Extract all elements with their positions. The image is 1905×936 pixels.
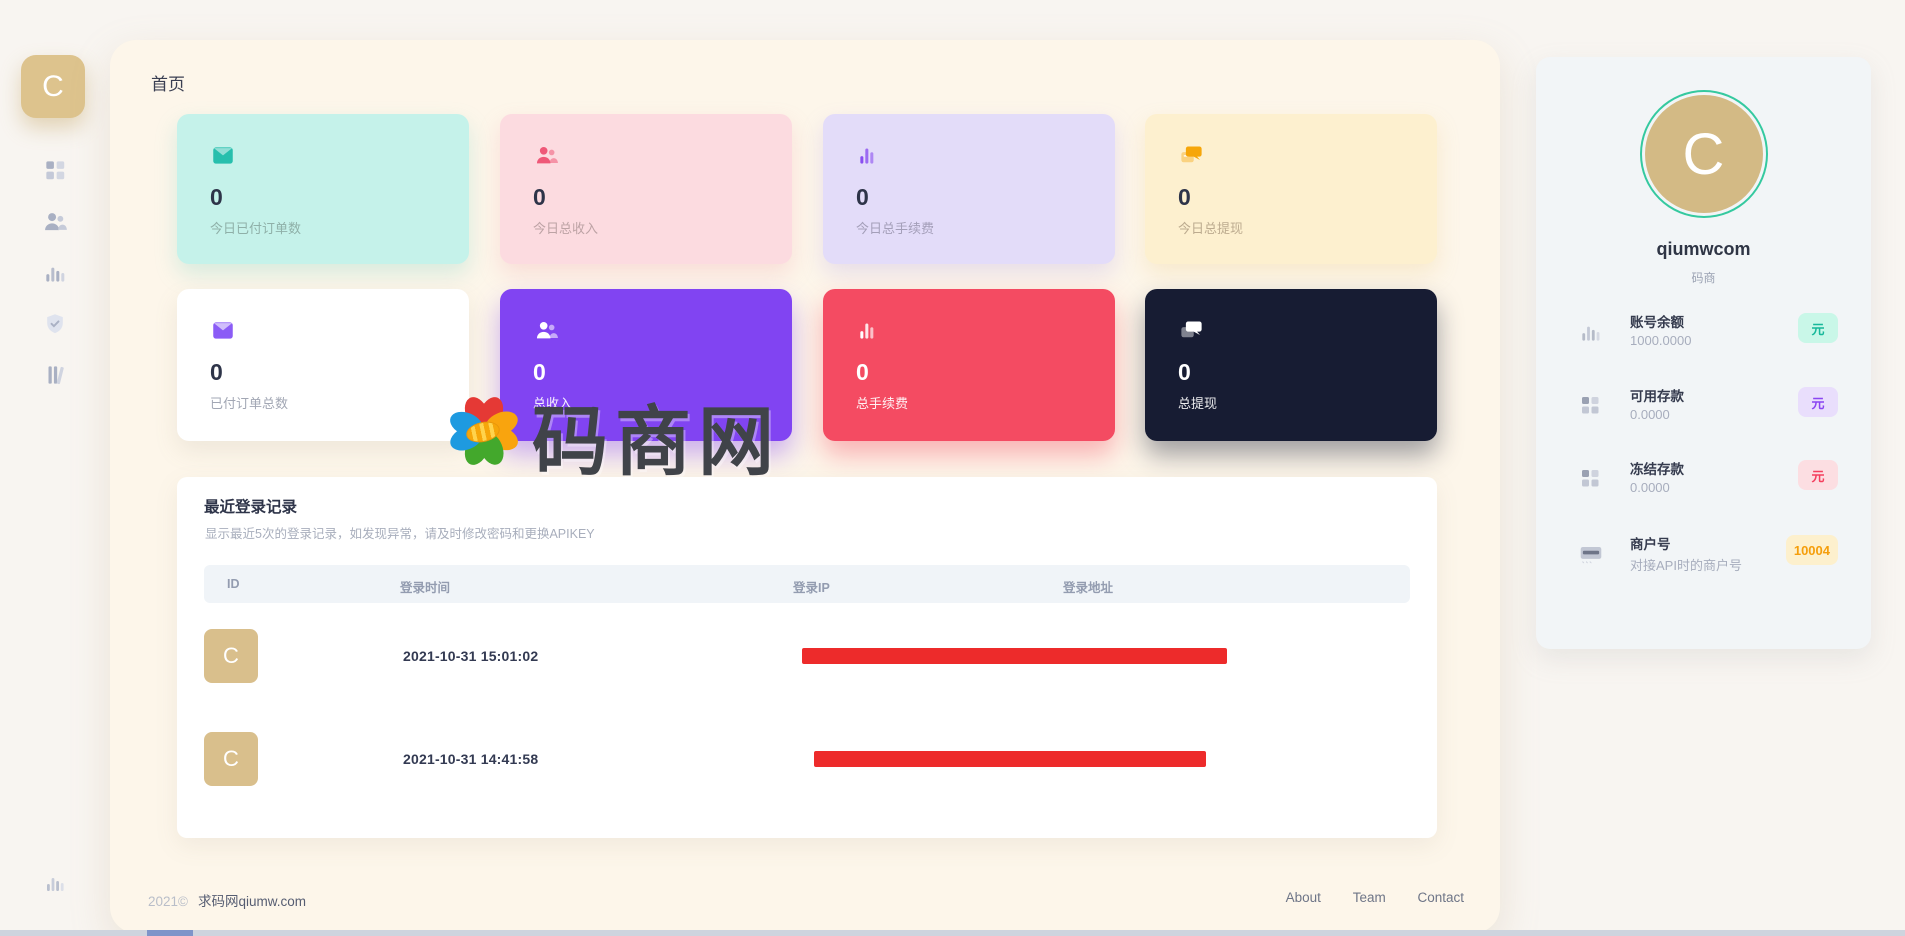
users-icon xyxy=(533,317,559,343)
login-time: 2021-10-31 15:01:02 xyxy=(403,648,539,664)
unit-badge: 元 xyxy=(1798,387,1838,417)
bar-chart-bottom-icon[interactable] xyxy=(40,868,70,898)
horizontal-scrollbar[interactable] xyxy=(0,930,1905,936)
login-time: 2021-10-31 14:41:58 xyxy=(403,751,539,767)
chat-icon xyxy=(1178,142,1204,168)
team-link[interactable]: Team xyxy=(1352,890,1386,905)
stat-label: 总手续费 xyxy=(856,396,909,411)
stat-card-today-withdraw: 0 今日总提现 xyxy=(1145,114,1437,264)
stat-label: 今日总手续费 xyxy=(856,221,935,236)
stat-value: 0 xyxy=(1178,184,1191,210)
shield-check-icon[interactable] xyxy=(40,309,70,339)
item-value: 0.0000 xyxy=(1630,407,1670,422)
unit-badge: 元 xyxy=(1798,313,1838,343)
table-header: ID 登录时间 登录IP 登录地址 xyxy=(204,565,1410,603)
redacted-ip-bar xyxy=(802,648,1227,664)
stat-value: 0 xyxy=(533,359,546,385)
stat-card-total-withdraw: 0 总提现 xyxy=(1145,289,1437,441)
item-label: 可用存款 xyxy=(1630,389,1684,404)
profile-avatar[interactable]: C xyxy=(1644,95,1763,213)
contact-link[interactable]: Contact xyxy=(1417,890,1464,905)
chart-icon xyxy=(856,142,882,168)
item-value: 1000.0000 xyxy=(1630,333,1692,348)
stat-value: 0 xyxy=(210,359,223,385)
profile-item-frozen: 冻结存款 0.0000 元 xyxy=(1576,452,1838,506)
stat-value: 0 xyxy=(210,184,223,210)
chart-icon xyxy=(1578,319,1604,345)
unit-badge: 元 xyxy=(1798,460,1838,490)
avatar-letter: C xyxy=(223,746,239,771)
section-subtitle: 显示最近5次的登录记录，如发现异常，请及时修改密码和更换APIKEY xyxy=(205,527,595,541)
grid-icon xyxy=(1578,466,1604,492)
users-icon[interactable] xyxy=(40,207,70,237)
col-ip: 登录IP xyxy=(793,581,830,595)
stat-card-today-paid-orders: 0 今日已付订单数 xyxy=(177,114,469,264)
stat-label: 今日总提现 xyxy=(1178,221,1244,236)
section-title: 最近登录记录 xyxy=(204,499,298,516)
users-icon xyxy=(533,142,559,168)
stat-value: 0 xyxy=(533,184,546,210)
stat-label: 今日已付订单数 xyxy=(210,221,302,236)
stat-label: 今日总收入 xyxy=(533,221,599,236)
item-label: 商户号 xyxy=(1630,537,1671,552)
mail-icon xyxy=(210,142,236,168)
page-title: 首页 xyxy=(151,75,185,94)
main-content-panel: 首页 0 今日已付订单数 0 今日总收入 0 今日总手续费 0 今日总提现 0 … xyxy=(110,40,1500,933)
chat-icon xyxy=(1178,317,1204,343)
stat-card-total-fees: 0 总手续费 xyxy=(823,289,1115,441)
col-address: 登录地址 xyxy=(1063,581,1114,595)
avatar: C xyxy=(204,732,258,786)
profile-panel: C qiumwcom 码商 账号余额 1000.0000 元 可用存款 0.00… xyxy=(1536,57,1871,649)
footer-links: About Team Contact xyxy=(1258,890,1464,905)
stat-card-today-income: 0 今日总收入 xyxy=(500,114,792,264)
library-icon[interactable] xyxy=(40,360,70,390)
grid-icon xyxy=(1578,393,1604,419)
copyright-year: 2021© xyxy=(148,894,188,909)
left-sidebar: C xyxy=(0,0,110,936)
stat-value: 0 xyxy=(856,359,869,385)
col-id: ID xyxy=(227,577,240,591)
merchant-id-badge: 10004 xyxy=(1785,535,1838,565)
item-value: 对接API时的商户号 xyxy=(1630,558,1742,573)
stat-card-total-paid-orders: 0 已付订单总数 xyxy=(177,289,469,441)
avatar: C xyxy=(204,629,258,683)
avatar-letter: C xyxy=(223,643,239,668)
profile-item-merchant-id: 商户号 对接API时的商户号 10004 xyxy=(1576,527,1838,581)
table-row[interactable]: C 2021-10-31 15:01:02 xyxy=(204,629,1410,683)
avatar-letter: C xyxy=(1682,121,1725,187)
stat-label: 总收入 xyxy=(533,396,573,411)
about-link[interactable]: About xyxy=(1285,890,1321,905)
recent-login-section: 最近登录记录 显示最近5次的登录记录，如发现异常，请及时修改密码和更换APIKE… xyxy=(177,477,1437,838)
app-logo[interactable]: C xyxy=(21,55,85,118)
item-label: 冻结存款 xyxy=(1630,462,1684,477)
profile-name: qiumwcom xyxy=(1656,239,1751,259)
table-row[interactable]: C 2021-10-31 14:41:58 xyxy=(204,732,1410,786)
redacted-ip-bar xyxy=(814,751,1206,767)
site-name: 求码网qiumw.com xyxy=(197,894,307,909)
credit-card-icon xyxy=(1578,541,1604,567)
stat-card-total-income: 0 总收入 xyxy=(500,289,792,441)
profile-role: 码商 xyxy=(1691,271,1716,285)
mail-icon xyxy=(210,317,236,343)
stat-value: 0 xyxy=(856,184,869,210)
profile-item-available: 可用存款 0.0000 元 xyxy=(1576,379,1838,433)
col-time: 登录时间 xyxy=(400,581,451,595)
footer: 2021© 求码网qiumw.com About Team Contact xyxy=(148,890,1464,914)
profile-item-balance: 账号余额 1000.0000 元 xyxy=(1576,305,1838,359)
stat-label: 总提现 xyxy=(1178,396,1218,411)
item-label: 账号余额 xyxy=(1630,315,1684,330)
dashboard-grid-icon[interactable] xyxy=(40,155,70,185)
stat-card-today-fees: 0 今日总手续费 xyxy=(823,114,1115,264)
bar-chart-icon[interactable] xyxy=(40,258,70,288)
stat-label: 已付订单总数 xyxy=(210,396,289,411)
app-logo-letter: C xyxy=(42,69,64,103)
item-value: 0.0000 xyxy=(1630,480,1670,495)
scrollbar-thumb[interactable] xyxy=(147,930,193,936)
chart-icon xyxy=(856,317,882,343)
stat-value: 0 xyxy=(1178,359,1191,385)
